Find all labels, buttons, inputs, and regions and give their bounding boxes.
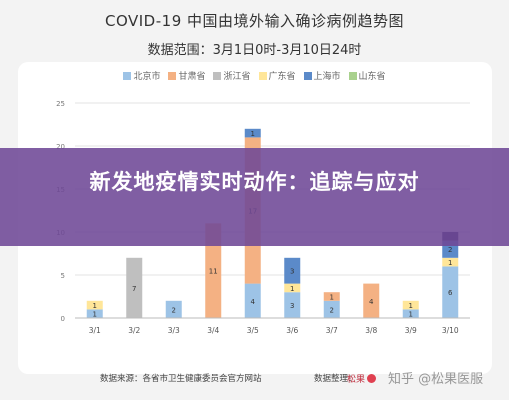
- article-banner[interactable]: 新发地疫情实时动作：追踪与应对: [0, 148, 509, 246]
- x-tick-label: 3/9: [405, 326, 417, 335]
- legend-label: 北京市: [133, 72, 161, 82]
- watermark: 知乎 @松果医服: [388, 372, 484, 387]
- data-label: 3: [290, 302, 294, 310]
- data-organizer-label: 数据整理：: [314, 374, 357, 384]
- bar-segment: [244, 128, 261, 138]
- bar-segment: [86, 300, 103, 310]
- organizer-logo: 松果: [347, 372, 377, 385]
- legend-label: 广东省: [268, 72, 296, 82]
- x-tick-label: 3/4: [207, 326, 219, 335]
- legend-label: 浙江省: [223, 72, 251, 82]
- bar-segment: [402, 309, 419, 318]
- legend-swatch: [168, 72, 177, 80]
- data-label: 1: [409, 302, 413, 310]
- bar-segment: [323, 292, 340, 301]
- y-tick-label: 25: [56, 100, 65, 108]
- data-label: 2: [448, 246, 452, 254]
- bar-segment: [363, 283, 380, 318]
- x-tick-label: 3/2: [128, 326, 140, 335]
- data-label: 4: [369, 298, 374, 306]
- legend-swatch: [123, 72, 132, 80]
- data-label: 2: [172, 306, 176, 314]
- legend-item: 浙江省: [213, 69, 251, 82]
- data-label: 3: [290, 268, 294, 276]
- data-label: 4: [251, 298, 256, 306]
- bar-segment: [126, 257, 143, 318]
- x-tick-label: 3/5: [247, 326, 259, 335]
- banner-title[interactable]: 新发地疫情实时动作：追踪与应对: [89, 170, 420, 194]
- x-tick-label: 3/6: [286, 326, 298, 335]
- bar-segment: [205, 223, 222, 318]
- legend-item: 甘肃省: [168, 69, 205, 82]
- data-label: 7: [132, 285, 136, 293]
- bar-segment: [442, 257, 459, 267]
- y-tick-label: 5: [61, 272, 65, 280]
- legend-label: 山东省: [358, 72, 386, 82]
- x-tick-label: 3/1: [89, 326, 101, 335]
- bar-segment: [284, 283, 301, 293]
- legend-item: 广东省: [258, 69, 296, 82]
- bar-segment: [323, 300, 340, 318]
- bar-segment: [165, 300, 182, 318]
- bar-segment: [402, 300, 419, 310]
- bar-segment: [442, 266, 459, 318]
- data-label: 1: [330, 294, 334, 302]
- data-label: 1: [409, 311, 413, 319]
- legend-swatch: [348, 72, 357, 80]
- bar-segment: [284, 257, 301, 284]
- chart-subtitle: 数据范围：3月1日0时-3月10日24时: [147, 43, 362, 58]
- legend-item: 上海市: [303, 69, 341, 82]
- legend-label: 上海市: [313, 72, 341, 82]
- legend-label: 甘肃省: [178, 72, 206, 82]
- chart-legend: 北京市 甘肃省 浙江省 广东省 上海市 山东省: [0, 69, 509, 82]
- data-label: 1: [93, 311, 97, 319]
- data-label: 1: [93, 302, 97, 310]
- logo-icon: [367, 374, 377, 383]
- data-label: 1: [290, 285, 294, 293]
- bar-segment: [244, 283, 261, 318]
- x-tick-label: 3/8: [365, 326, 377, 335]
- legend-item: 山东省: [348, 69, 386, 82]
- legend-item: 北京市: [123, 69, 160, 82]
- data-label: 1: [448, 259, 452, 267]
- legend-swatch: [213, 72, 222, 80]
- data-label: 1: [251, 130, 255, 138]
- legend-swatch: [303, 72, 312, 80]
- organizer-logo-text: 松果: [347, 375, 366, 385]
- y-tick-label: 0: [61, 315, 65, 323]
- data-source-note: 数据来源：各省市卫生健康委员会官方网站: [100, 374, 262, 384]
- x-tick-label: 3/10: [442, 326, 459, 335]
- data-label: 6: [448, 289, 453, 297]
- y-tick-label: 20: [56, 143, 65, 151]
- bar-segment: [86, 309, 103, 318]
- x-tick-label: 3/3: [168, 326, 180, 335]
- bar-segment: [284, 292, 301, 318]
- x-tick-label: 3/7: [326, 326, 338, 335]
- chart-title: COVID-19 中国由境外输入确诊病例趋势图: [104, 12, 405, 30]
- data-label: 2: [330, 306, 334, 314]
- data-label: 11: [209, 268, 218, 276]
- legend-swatch: [258, 72, 267, 80]
